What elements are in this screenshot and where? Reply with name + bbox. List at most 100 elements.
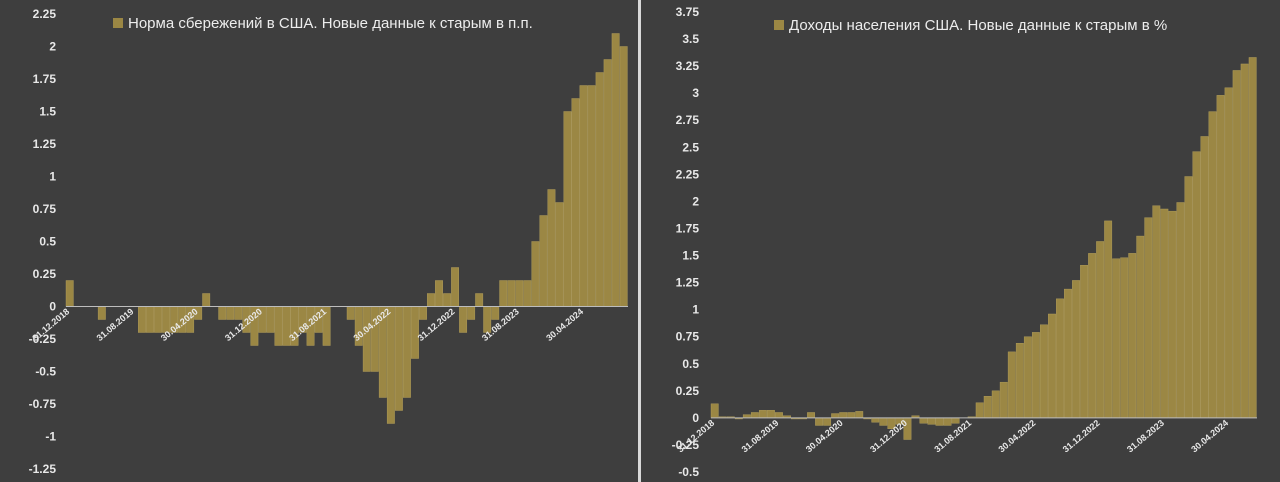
legend-swatch [113,18,123,28]
bar [443,293,451,307]
bar [943,417,952,426]
bar [435,280,443,307]
bar [515,280,524,307]
bar [1144,217,1153,419]
bar [451,267,459,307]
x-tick-label: 30.04.2022 [997,418,1038,455]
bar [951,417,960,424]
bar [1007,351,1016,419]
y-tick-label: -0.5 [35,365,56,379]
bar [1184,176,1193,419]
bar [611,33,620,307]
bar [1160,208,1169,419]
bar [879,417,888,426]
y-tick-label: 0 [49,300,56,314]
y-tick-label: -0.25 [29,332,57,346]
bar [1120,257,1129,419]
bar [467,306,476,320]
bar [386,306,395,424]
bar [1168,210,1177,419]
x-tick-label: 31.08.2019 [740,418,781,455]
bar [419,306,427,320]
bar [1216,95,1225,419]
bar [750,412,759,419]
bar [1040,324,1048,419]
bar [571,98,580,307]
bar [1176,202,1185,419]
bar [847,412,856,419]
bar [1015,343,1024,419]
bar [531,241,540,307]
bar [595,72,604,307]
bars [710,57,1257,440]
x-tick-label: 31.12.2022 [1061,418,1102,455]
y-tick-label: 1.75 [33,72,57,86]
bar [983,396,992,419]
y-tick-label: 2.25 [676,167,700,181]
y-tick-label: 3.75 [676,5,700,19]
legend: Норма сбережений в США. Новые данные к с… [113,15,533,32]
y-axis: 2.25 2 1.75 1.5 1.25 1 0.75 0.5 0.25 0 -0.25 -0.5 -0… [29,7,57,476]
bar [97,306,106,320]
bar [1224,87,1233,419]
savings-rate-chart-panel: Норма сбережений в США. Новые данные к с… [0,0,638,482]
y-tick-label: 1.5 [682,249,699,263]
y-tick-label: 3.25 [676,59,700,73]
bar [1031,332,1040,419]
y-tick-label: -1 [45,430,56,444]
bar [775,412,783,419]
x-tick-label: 30.04.2024 [1189,418,1230,455]
bar [1072,280,1080,419]
y-tick-label: 2.25 [33,7,57,21]
bar [1208,111,1217,419]
bar [999,381,1008,419]
bar [499,280,508,307]
bar [919,417,928,424]
bar [1200,136,1209,419]
y-tick-label: 0.75 [33,202,57,216]
savings-rate-chart: Норма сбережений в США. Новые данные к с… [29,7,628,476]
y-tick-label: 3.5 [682,32,699,46]
bar [855,411,864,419]
income-chart: Доходы населения США. Новые данные к ста… [672,5,1257,479]
bar [815,417,824,426]
bar [234,306,243,320]
bar [1096,241,1105,419]
bar [563,111,572,307]
y-tick-label: 1 [692,303,699,317]
bar [411,306,419,359]
bar [839,412,848,419]
legend-label: Норма сбережений в США. Новые данные к с… [128,15,533,32]
bar [202,293,211,307]
bar [1064,288,1072,419]
y-tick-label: 1.75 [676,221,700,235]
income-chart-panel: Доходы населения США. Новые данные к ста… [641,0,1280,482]
bar [507,280,516,307]
bar [935,417,944,426]
y-tick-label: 0.25 [676,384,700,398]
y-tick-label: 0.25 [33,267,57,281]
y-tick-label: 2.5 [682,140,699,154]
bar [266,306,275,333]
panel-divider [638,0,641,482]
bar [394,306,403,411]
bar [975,402,984,419]
legend-label: Доходы населения США. Новые данные к ста… [789,17,1167,34]
bar [274,306,283,346]
legend: Доходы населения США. Новые данные к ста… [774,17,1167,34]
bar [767,410,775,419]
bar [1128,253,1137,419]
bar [1240,63,1249,419]
bar [282,306,291,346]
x-tick-label: 30.04.2024 [544,306,585,343]
bar [1048,313,1056,419]
bar [758,410,767,419]
bar [1232,70,1241,419]
y-tick-label: 2.75 [676,113,700,127]
y-tick-label: 0 [692,411,699,425]
x-tick-label: 31.08.2023 [1125,418,1166,455]
bar [1192,151,1201,419]
bars [65,33,628,424]
bar [547,189,556,307]
bar [1112,258,1121,419]
